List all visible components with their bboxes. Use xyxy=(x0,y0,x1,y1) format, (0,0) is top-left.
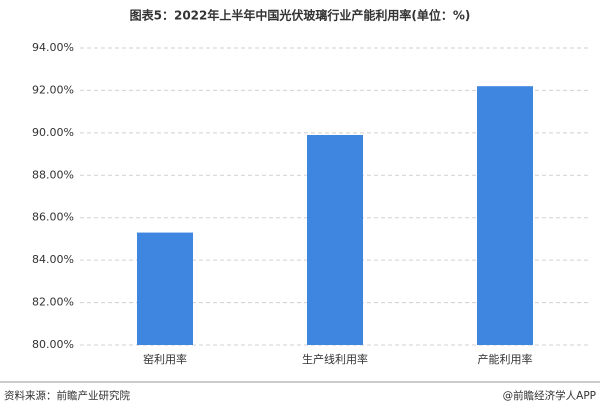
y-tick-label: 90.00% xyxy=(32,126,74,139)
x-tick-label: 窑利用率 xyxy=(143,352,187,366)
y-tick-label: 88.00% xyxy=(32,168,74,181)
footer-source: 资料来源：前瞻产业研究院 xyxy=(4,389,130,402)
bar xyxy=(307,134,363,345)
y-tick-label: 84.00% xyxy=(32,253,74,266)
x-tick-label: 产能利用率 xyxy=(478,352,533,366)
x-tick-label: 生产线利用率 xyxy=(302,352,368,366)
y-tick-label: 82.00% xyxy=(32,296,74,309)
y-tick-label: 94.00% xyxy=(32,41,74,54)
y-tick-label: 92.00% xyxy=(32,83,74,96)
footer-credit: @前瞻经济学人APP xyxy=(503,389,596,402)
bar xyxy=(477,86,533,345)
y-tick-label: 86.00% xyxy=(32,211,74,224)
y-tick-label: 80.00% xyxy=(32,338,74,351)
chart-title: 图表5：2022年上半年中国光伏玻璃行业产能利用率(单位：%) xyxy=(130,8,471,23)
bar xyxy=(137,232,193,345)
